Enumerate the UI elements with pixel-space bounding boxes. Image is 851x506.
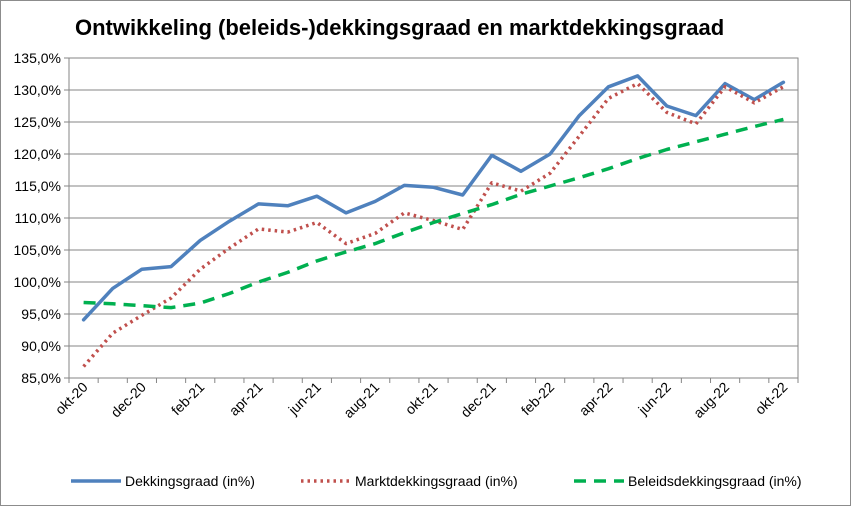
series-line-2 xyxy=(82,81,785,368)
x-tick-label: jun-22 xyxy=(634,379,674,419)
x-tick-label: apr-21 xyxy=(226,379,266,419)
legend: Dekkingsgraad (in%) Marktdekkingsgraad (i… xyxy=(71,473,802,489)
y-tick-label: 135,0% xyxy=(14,50,61,66)
plot-area-border xyxy=(68,57,799,379)
y-tick-label: 105,0% xyxy=(14,242,61,258)
x-tick-label: feb-21 xyxy=(168,379,208,419)
x-tick-label: aug-22 xyxy=(690,379,732,421)
x-tick-label: okt-21 xyxy=(402,379,441,418)
x-tick-label: dec-20 xyxy=(107,379,149,421)
y-tick-label: 85,0% xyxy=(21,370,61,386)
y-tick-label: 130,0% xyxy=(14,82,61,98)
legend-label-2: Marktdekkingsgraad (in%) xyxy=(355,473,518,489)
legend-label-3: Beleidsdekkingsgraad (in%) xyxy=(628,473,802,489)
y-tick-label: 120,0% xyxy=(14,146,61,162)
legend-label-1: Dekkingsgraad (in%) xyxy=(125,473,255,489)
y-tick-label: 90,0% xyxy=(21,338,61,354)
x-tick-label: okt-22 xyxy=(752,379,791,418)
series-lines xyxy=(81,74,786,368)
gridlines xyxy=(69,57,798,379)
y-tick-label: 115,0% xyxy=(15,178,61,194)
chart-title: Ontwikkeling (beleids-)dekkingsgraad en … xyxy=(75,15,725,40)
x-tick-label: jun-21 xyxy=(284,379,324,419)
y-tick-label: 125,0% xyxy=(14,114,61,130)
x-tick-label: dec-21 xyxy=(457,379,499,421)
y-tick-label: 100,0% xyxy=(14,274,61,290)
series-line-1 xyxy=(81,74,786,322)
x-tick-label: aug-21 xyxy=(340,379,382,421)
x-tick-label: apr-22 xyxy=(576,379,616,419)
series-line-3 xyxy=(83,117,784,310)
axes: 85,0% 90,0% 95,0% 100,0% 105,0% 110,0% 115,0% 1… xyxy=(14,50,799,421)
y-tick-label: 95,0% xyxy=(21,306,61,322)
y-tick-label: 110,0% xyxy=(15,210,61,226)
x-tick-label: feb-22 xyxy=(518,379,558,419)
